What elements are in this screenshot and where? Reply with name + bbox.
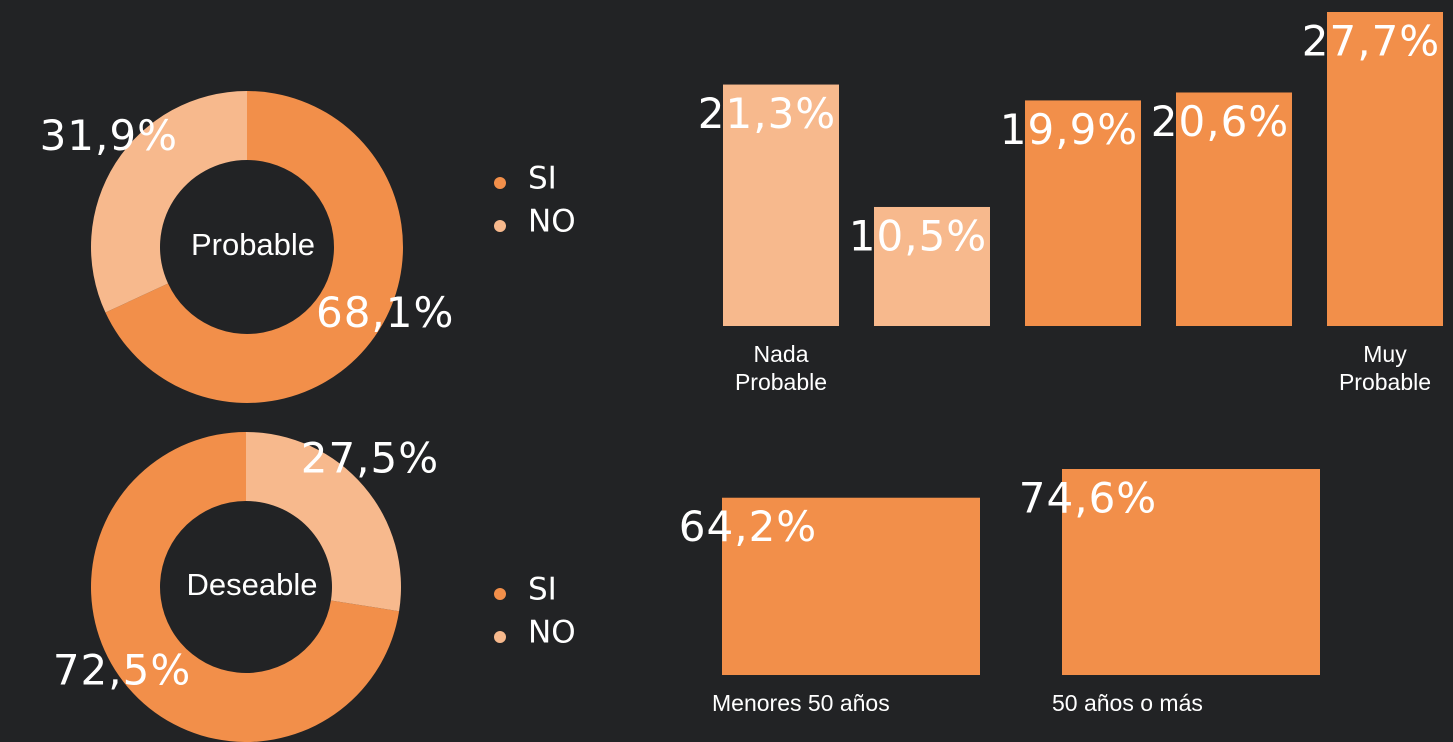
- bar: [1176, 92, 1292, 326]
- bar: [1327, 12, 1443, 326]
- center-label: Probable: [191, 227, 315, 262]
- value-label: 74,6%: [1019, 474, 1157, 523]
- value-label: 27,7%: [1302, 17, 1440, 66]
- legend-dot: [494, 588, 506, 600]
- legend-dot: [494, 220, 506, 232]
- bar: [1025, 100, 1141, 327]
- legend-label: SI: [528, 572, 557, 608]
- value-label: 19,9%: [1000, 105, 1138, 154]
- category-label: Nada Probable: [734, 341, 828, 395]
- value-label: 72,5%: [53, 645, 191, 694]
- donut-slice: [246, 432, 401, 612]
- value-label: 68,1%: [316, 288, 454, 337]
- legend-label: SI: [528, 161, 557, 197]
- donut-slice: [90, 90, 247, 313]
- value-label: 20,6%: [1151, 97, 1289, 146]
- value-label: 64,2%: [679, 502, 817, 551]
- legend-label: NO: [528, 204, 576, 240]
- bar: [1062, 469, 1320, 675]
- bar: [874, 206, 990, 326]
- donut-slice: [91, 432, 400, 742]
- category-label: 50 años o más: [1052, 690, 1203, 716]
- value-label: 31,9%: [40, 111, 178, 160]
- donut-slice: [105, 91, 403, 403]
- value-label: 21,3%: [698, 89, 836, 138]
- legend-dot: [494, 177, 506, 189]
- legend-dot: [494, 631, 506, 643]
- value-label: 10,5%: [849, 211, 987, 260]
- value-label: 27,5%: [301, 434, 439, 483]
- bar: [722, 497, 980, 675]
- bar: [723, 84, 839, 326]
- center-label: Deseable: [187, 567, 318, 602]
- legend-label: NO: [528, 615, 576, 651]
- category-label: Menores 50 años: [712, 690, 890, 716]
- category-label: Muy Probable: [1338, 341, 1432, 395]
